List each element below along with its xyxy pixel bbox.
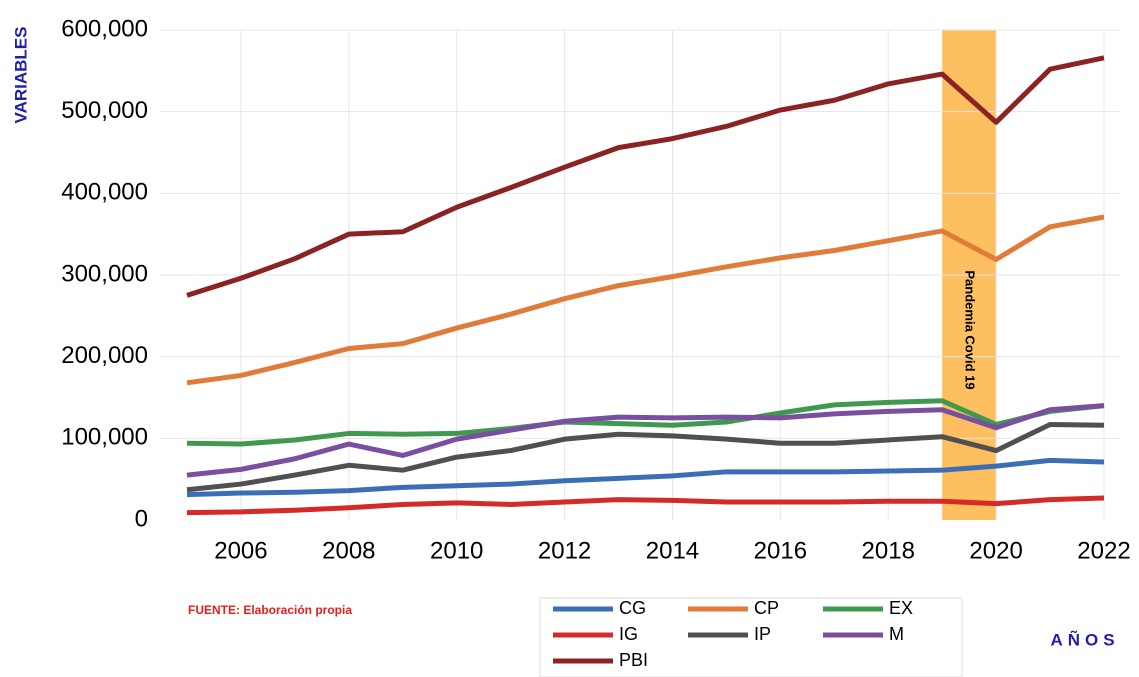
x-tick-label: 2012	[538, 537, 591, 564]
y-tick-label: 100,000	[61, 424, 148, 451]
y-tick-label: 200,000	[61, 342, 148, 369]
series-line	[186, 403, 1105, 478]
x-axis-title: AÑOS	[1050, 629, 1119, 649]
y-tick-label: 300,000	[61, 260, 148, 287]
series-line	[186, 214, 1105, 386]
x-tick-label: 2016	[754, 537, 807, 564]
legend-label: IP	[754, 624, 771, 644]
x-tick-label: 2010	[430, 537, 483, 564]
y-tick-label: 600,000	[61, 15, 148, 42]
x-tick-label: 2020	[969, 537, 1022, 564]
x-tick-label: 2022	[1077, 537, 1130, 564]
legend-label: EX	[889, 598, 913, 618]
series-line	[186, 398, 1105, 447]
pandemic-label: Pandemia Covid 19	[963, 270, 978, 389]
legend-label: IG	[619, 624, 638, 644]
x-tick-label: 2014	[646, 537, 699, 564]
legend-label: CG	[619, 598, 646, 618]
x-tick-label: 2018	[862, 537, 915, 564]
y-tick-label: 500,000	[61, 97, 148, 124]
legend-label: M	[889, 624, 904, 644]
y-axis-title: VARIABLES	[11, 27, 30, 124]
series-line	[186, 55, 1105, 298]
y-tick-label: 0	[135, 505, 148, 532]
legend-label: CP	[754, 598, 779, 618]
x-tick-label: 2008	[322, 537, 375, 564]
series-line	[186, 421, 1105, 493]
y-tick-label: 400,000	[61, 179, 148, 206]
series-line	[186, 495, 1105, 516]
legend-label: PBI	[619, 650, 648, 670]
x-tick-label: 2006	[214, 537, 267, 564]
series-line	[186, 457, 1105, 498]
source-note: FUENTE: Elaboración propia	[188, 603, 352, 617]
